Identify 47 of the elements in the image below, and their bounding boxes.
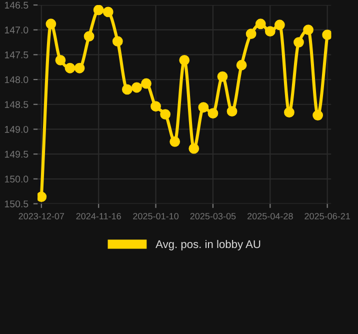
y-tick-label: 146.5 <box>4 2 28 9</box>
point <box>284 107 294 118</box>
point <box>226 106 238 117</box>
point <box>150 101 161 112</box>
point <box>112 36 123 46</box>
point <box>84 31 94 42</box>
point <box>246 28 256 40</box>
point <box>93 5 104 16</box>
point <box>217 71 228 82</box>
point <box>274 20 285 30</box>
point <box>38 192 47 202</box>
point <box>160 109 171 120</box>
point <box>141 78 152 89</box>
point <box>264 26 276 37</box>
point <box>208 108 218 119</box>
point <box>255 18 266 30</box>
x-tick-label: 2025-03-05 <box>190 213 236 220</box>
y-tick-label: 150.0 <box>4 176 28 183</box>
x-tick-label: 2024-11-16 <box>76 213 121 220</box>
point <box>188 143 200 154</box>
point <box>179 54 190 66</box>
x-tick-label: 2025-04-28 <box>248 213 293 220</box>
y-tick-label: 149.5 <box>4 150 28 158</box>
point <box>312 110 324 121</box>
point <box>198 102 209 113</box>
legend-label: Avg. pos. in lobby AU <box>156 240 260 250</box>
point <box>170 136 180 147</box>
point <box>294 37 304 48</box>
point <box>64 62 76 74</box>
x-tick-label: 2025-06-21 <box>304 213 350 220</box>
point <box>46 18 56 30</box>
y-tick-label: 147.5 <box>4 52 28 58</box>
x-tick-label: 2023-12-07 <box>18 213 64 220</box>
point <box>132 82 142 93</box>
point <box>322 30 332 40</box>
point <box>55 54 66 66</box>
point <box>236 60 247 70</box>
point <box>102 6 114 18</box>
point <box>122 84 132 95</box>
y-tick-label: 150.5 <box>4 200 28 208</box>
y-tick-label: 148.0 <box>4 76 28 84</box>
x-tick-label: 2025-01-10 <box>133 213 179 220</box>
y-tick-label: 149.0 <box>4 126 28 133</box>
point <box>303 24 314 36</box>
y-tick-label: 148.5 <box>4 101 28 108</box>
y-tick-label: 147.0 <box>4 26 28 34</box>
point <box>74 62 85 74</box>
